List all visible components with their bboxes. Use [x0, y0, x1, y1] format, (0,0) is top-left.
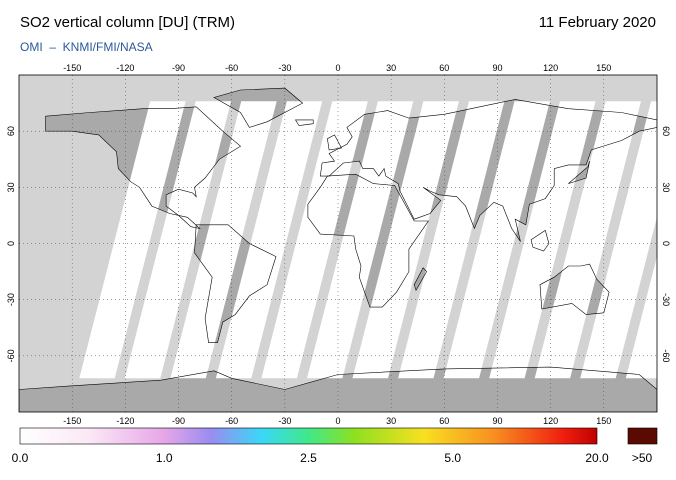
lon-label-top: 150 — [596, 63, 611, 73]
lat-label-left: -60 — [6, 349, 16, 362]
lon-label-top: -150 — [63, 63, 81, 73]
colorbar-label: 2.5 — [300, 451, 317, 465]
coastline — [194, 224, 277, 344]
data-swath — [124, 101, 232, 379]
lat-label-right: 30 — [661, 182, 671, 192]
colorbar-label: 1.0 — [156, 451, 173, 465]
coastline — [45, 106, 242, 230]
land — [19, 367, 657, 412]
data-swath — [443, 101, 550, 379]
lon-label-bottom: -150 — [63, 416, 81, 426]
lon-label-top: -30 — [278, 63, 291, 73]
data-swath — [398, 101, 505, 379]
data-swath — [79, 101, 186, 379]
lon-label-top: -90 — [172, 63, 185, 73]
land — [568, 161, 590, 184]
coastline — [539, 263, 610, 315]
colorbar-label: 20.0 — [585, 451, 609, 465]
coastline — [294, 119, 314, 126]
map — [19, 75, 657, 412]
lon-label-bottom: 30 — [386, 416, 396, 426]
lat-label-left: -30 — [6, 293, 16, 306]
data-swath — [625, 256, 657, 379]
lat-label-right: 0 — [661, 241, 671, 246]
map-frame — [18, 74, 658, 413]
lon-label-bottom: -30 — [278, 416, 291, 426]
colorbar-label: 5.0 — [444, 451, 461, 465]
lat-label-right: -60 — [661, 349, 671, 362]
title: SO2 vertical column [DU] (TRM) — [20, 14, 235, 31]
lon-label-bottom: -120 — [116, 416, 134, 426]
coastline — [319, 99, 657, 242]
subtitle: OMI – KNMI/FMI/NASA — [20, 40, 153, 54]
data-swath — [580, 101, 657, 379]
lon-label-top: 90 — [492, 63, 502, 73]
lat-label-right: 60 — [661, 126, 671, 136]
lon-label-top: -60 — [225, 63, 238, 73]
lon-label-top: -120 — [116, 63, 134, 73]
coastline — [327, 134, 342, 151]
date: 11 February 2020 — [539, 14, 656, 31]
data-swath — [261, 101, 368, 379]
lon-label-bottom: 150 — [596, 416, 611, 426]
lat-label-left: 60 — [6, 126, 16, 136]
coastline — [530, 229, 550, 252]
data-swath — [307, 101, 414, 379]
colorbar-overflow — [627, 427, 658, 445]
lon-label-top: 60 — [439, 63, 449, 73]
data-swath — [170, 101, 277, 379]
coastline — [307, 173, 429, 308]
data-swath — [534, 101, 641, 379]
lon-label-bottom: 90 — [492, 416, 502, 426]
lon-label-top: 0 — [335, 63, 340, 73]
lat-label-left: 30 — [6, 182, 16, 192]
lon-label-bottom: -60 — [225, 416, 238, 426]
lon-label-bottom: -90 — [172, 416, 185, 426]
lon-label-top: 120 — [543, 63, 558, 73]
coastline — [568, 161, 590, 184]
colorbar — [19, 427, 598, 445]
lat-label-left: 0 — [6, 241, 16, 246]
lon-label-bottom: 120 — [543, 416, 558, 426]
lon-label-top: 30 — [386, 63, 396, 73]
coastline — [213, 87, 304, 128]
colorbar-label: 0.0 — [12, 451, 29, 465]
data-swath — [215, 101, 323, 379]
data-swath — [352, 101, 459, 379]
lon-label-bottom: 0 — [335, 416, 340, 426]
land — [414, 267, 427, 291]
colorbar-label: >50 — [632, 451, 653, 465]
data-swath — [489, 101, 596, 379]
coastline — [413, 267, 427, 292]
lat-label-right: -30 — [661, 293, 671, 306]
lon-label-bottom: 60 — [439, 416, 449, 426]
